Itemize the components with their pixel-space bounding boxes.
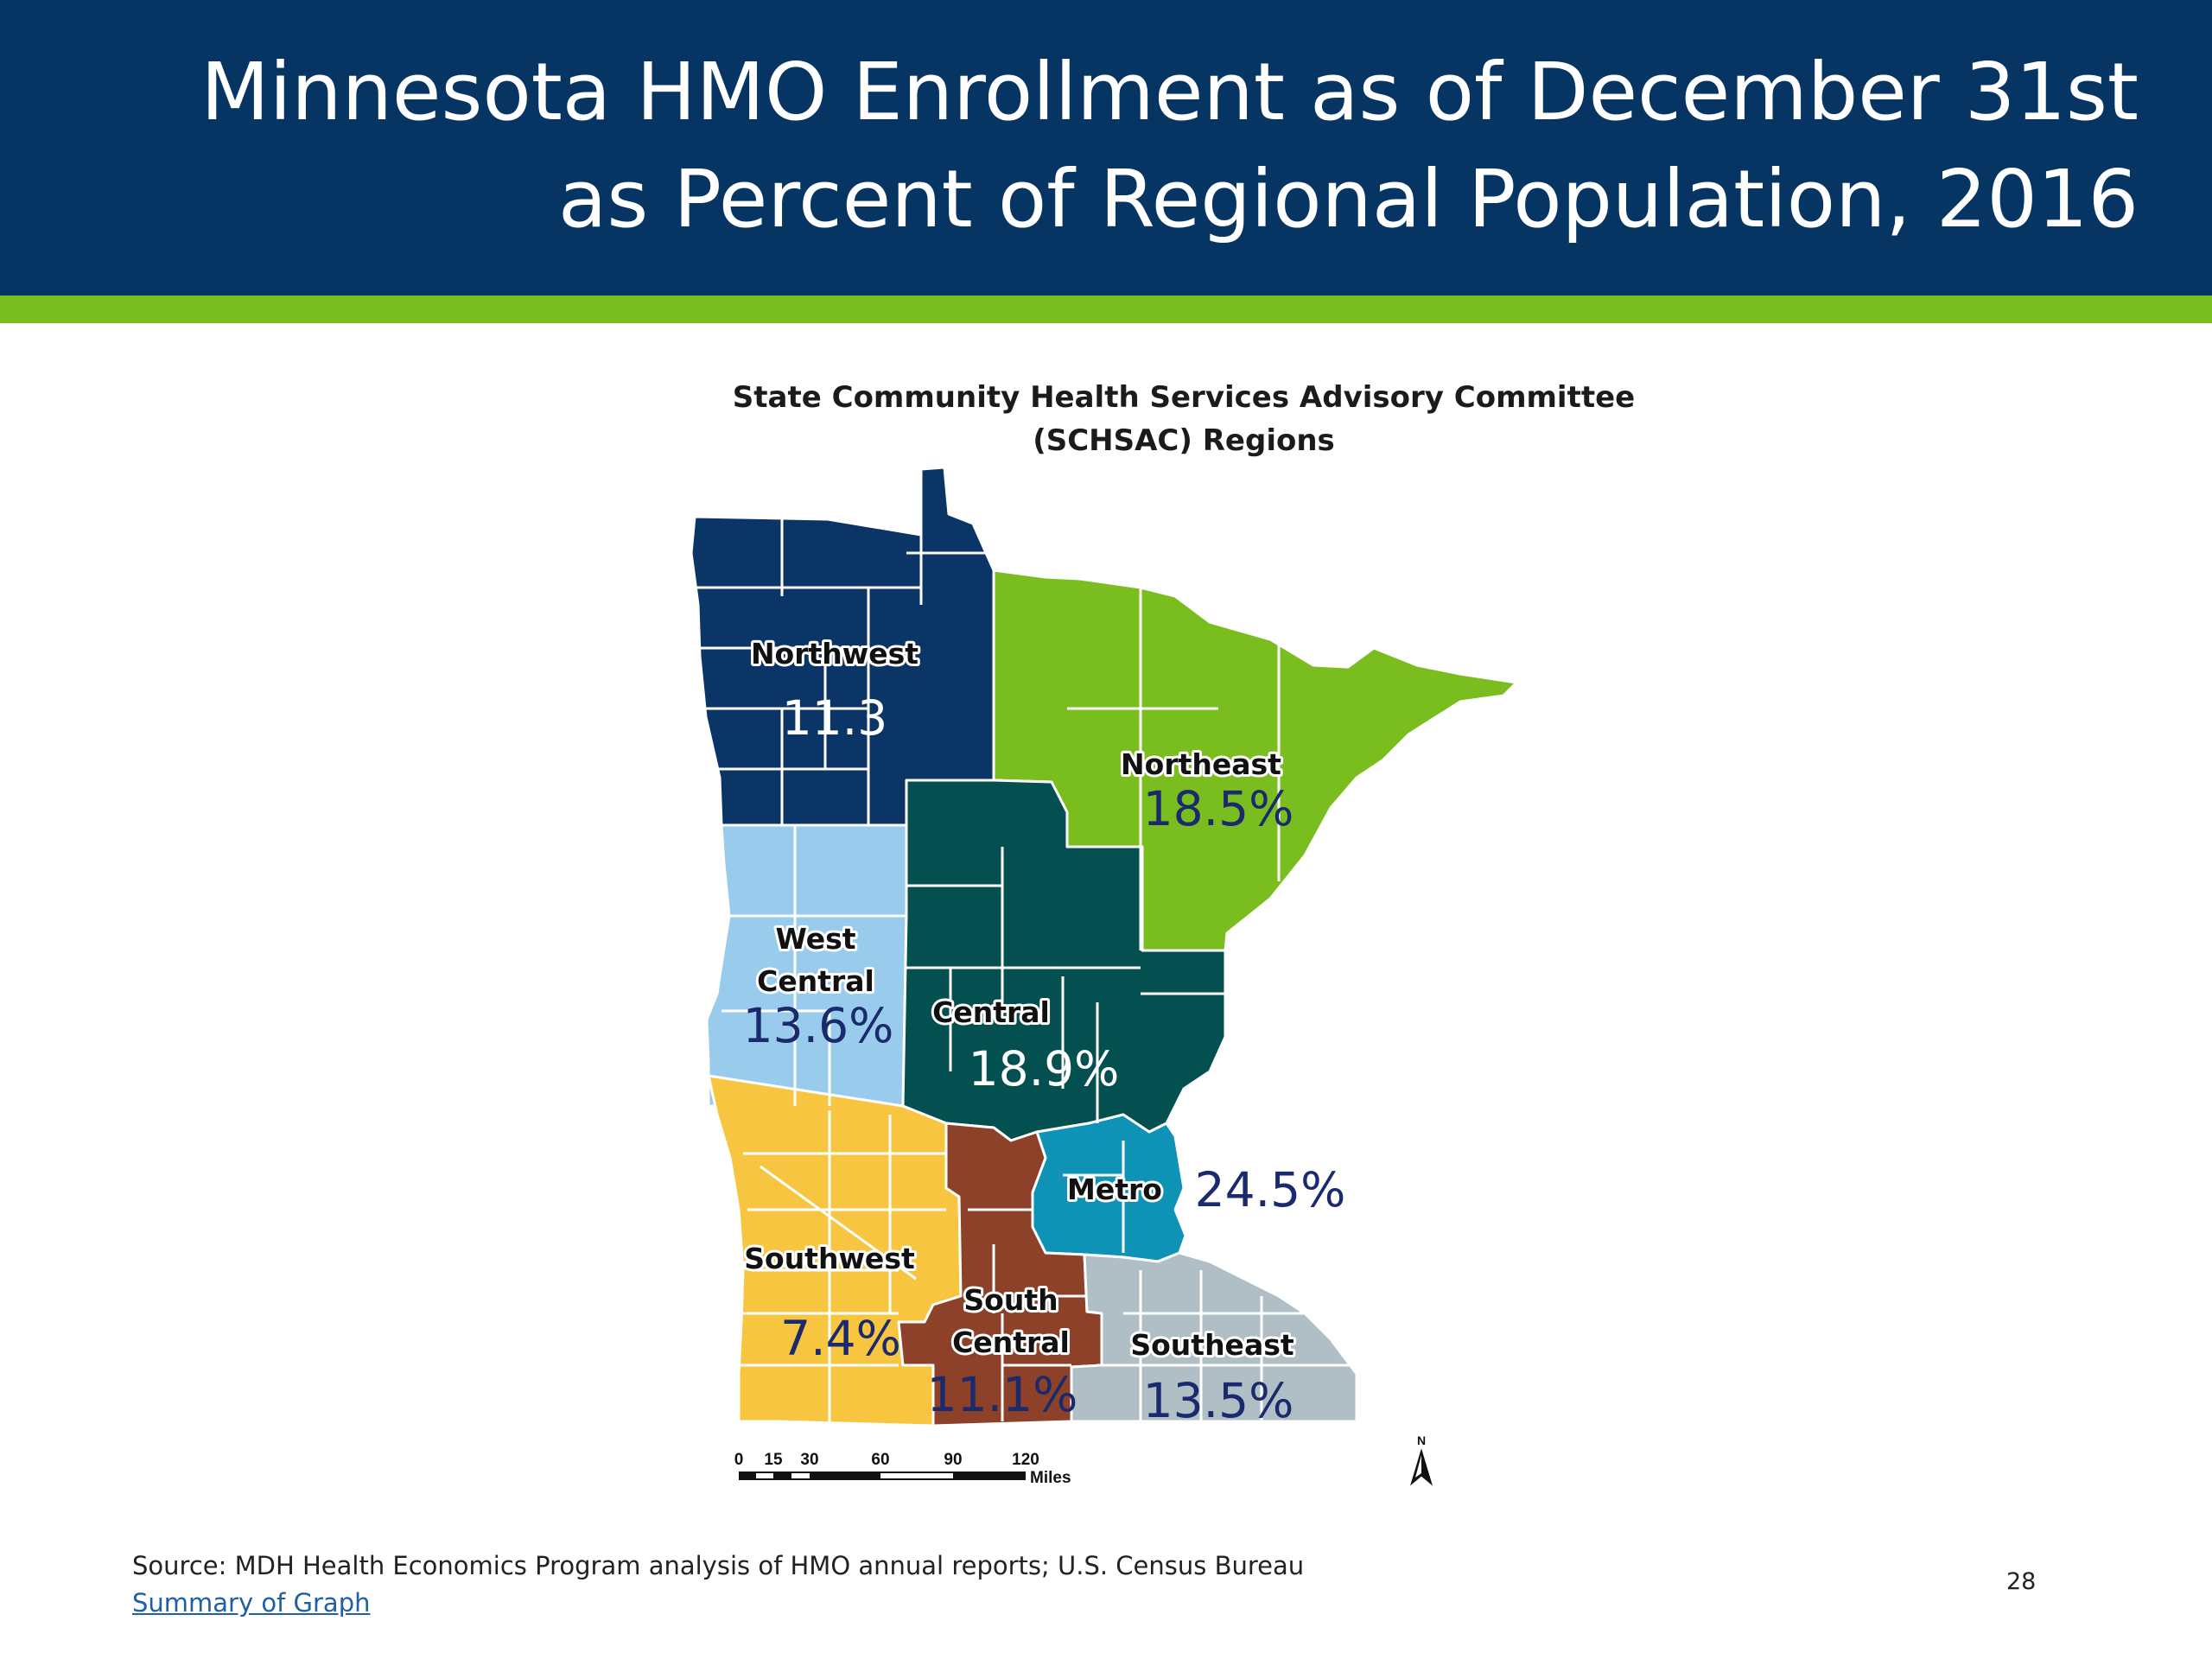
value-south-central: 11.1% — [927, 1367, 1078, 1422]
page-number: 28 — [2006, 1568, 2037, 1595]
scale-tick-0: 0 — [734, 1451, 744, 1469]
county-boundaries — [696, 519, 1357, 1421]
map-title-line-2: (SCHSAC) Regions — [1033, 423, 1335, 458]
label-west-central-line-1: West — [775, 922, 855, 956]
north-arrow-icon: N — [1410, 1433, 1433, 1486]
label-south-central-line-1: South — [963, 1283, 1058, 1317]
value-west-central: 13.6% — [743, 998, 894, 1053]
label-southwest: Southwest — [744, 1242, 915, 1275]
label-northeast: Northeast — [1121, 747, 1281, 781]
summary-of-graph-link[interactable]: Summary of Graph — [132, 1588, 371, 1618]
value-southeast: 13.5% — [1143, 1373, 1294, 1428]
value-northwest: 11.3 — [782, 690, 887, 746]
scale-bar-segment — [880, 1473, 953, 1478]
value-northeast: 18.5% — [1143, 781, 1294, 836]
label-southeast: Southeast — [1130, 1328, 1294, 1362]
region-name-labels: Northwest Northeast West Central Central… — [741, 634, 1297, 1364]
title-banner: Minnesota HMO Enrollment as of December … — [0, 0, 2212, 296]
north-arrow-highlight — [1415, 1455, 1421, 1478]
region-shapes — [690, 466, 1518, 1427]
north-arrow-label: N — [1417, 1433, 1426, 1447]
green-accent-bar — [0, 296, 2212, 323]
label-northwest: Northwest — [751, 637, 918, 671]
map-title: State Community Health Services Advisory… — [683, 376, 1685, 462]
region-value-labels: 11.3 18.5% 13.6% 18.9% 24.5% 7.4% 11.1% … — [743, 690, 1346, 1428]
label-west-central-line-2: Central — [757, 964, 874, 998]
map-title-line-1: State Community Health Services Advisory… — [732, 380, 1636, 415]
scale-tick-60: 60 — [871, 1451, 889, 1469]
value-metro: 24.5% — [1195, 1162, 1346, 1217]
label-central: Central — [932, 995, 1050, 1029]
label-metro: Metro — [1067, 1173, 1162, 1206]
label-south-central-line-2: Central — [952, 1325, 1070, 1359]
scale-tick-30: 30 — [800, 1451, 818, 1469]
scale-unit-label: Miles — [1030, 1469, 1071, 1487]
scale-tick-120: 120 — [1012, 1451, 1039, 1469]
slide-title-line-2: as Percent of Regional Population, 2016 — [558, 153, 2139, 245]
value-southwest: 7.4% — [780, 1311, 901, 1366]
value-central: 18.9% — [969, 1041, 1120, 1096]
scale-bar: 0 15 30 60 90 120 Miles — [734, 1451, 1071, 1487]
slide-title-line-1: Minnesota HMO Enrollment as of December … — [200, 46, 2139, 138]
scale-tick-90: 90 — [944, 1451, 962, 1469]
scale-tick-15: 15 — [764, 1451, 783, 1469]
scale-bar-segment — [756, 1473, 773, 1478]
source-note: Source: MDH Health Economics Program ana… — [132, 1551, 1305, 1580]
scale-bar-segment — [791, 1473, 810, 1478]
